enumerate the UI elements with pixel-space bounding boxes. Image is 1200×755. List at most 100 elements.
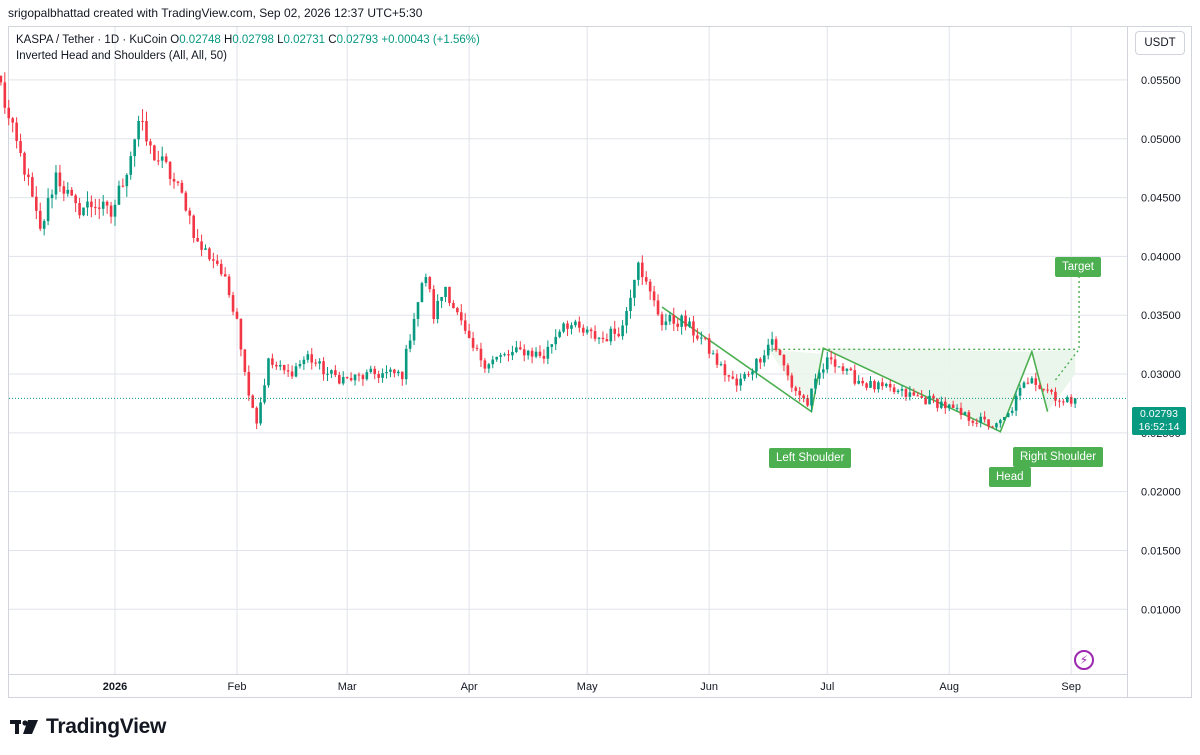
x-axis: 2026 Feb Mar Apr May Jun Jul Aug Sep xyxy=(103,681,1081,693)
last-price-tag: 0.02793 16:52:14 xyxy=(1132,407,1186,435)
candle-body xyxy=(735,378,739,386)
x-tick-label: Sep xyxy=(1061,681,1081,693)
candle-body xyxy=(633,279,636,298)
candle-body xyxy=(613,328,617,334)
candle-body xyxy=(731,376,735,379)
candle-body xyxy=(38,210,42,229)
candle-body xyxy=(251,395,255,408)
candle-body xyxy=(743,374,746,379)
candle-body xyxy=(881,382,884,387)
candle-body xyxy=(774,339,778,350)
candle-body xyxy=(558,331,561,337)
legend-symbol[interactable]: KASPA / Tether · 1D · KuCoin xyxy=(16,34,168,46)
candle-body xyxy=(629,297,632,311)
indicator-name[interactable]: Inverted Head and Shoulders (All, All, 5… xyxy=(16,50,227,62)
candle-body xyxy=(78,203,81,216)
candle-body xyxy=(404,348,408,380)
candle-body xyxy=(975,422,979,424)
candle-body xyxy=(290,371,294,377)
candle-body xyxy=(711,353,715,355)
candle-body xyxy=(983,416,986,420)
candle-body xyxy=(660,314,664,326)
candle-body xyxy=(349,378,353,381)
candle-body xyxy=(129,156,133,175)
x-tick-label: Aug xyxy=(939,681,959,693)
candle-body xyxy=(818,372,821,379)
legend-low-label: L xyxy=(277,34,284,46)
candle-body xyxy=(932,395,935,399)
x-tick-label: Mar xyxy=(338,681,357,693)
last-price-value: 0.02793 xyxy=(1140,408,1178,420)
candle-body xyxy=(341,377,345,384)
candle-body xyxy=(105,201,109,206)
candle-body xyxy=(444,286,447,297)
candle-body xyxy=(483,360,487,369)
candle-body xyxy=(334,370,337,376)
candle-body xyxy=(271,358,274,365)
candle-body xyxy=(456,308,459,313)
candle-body xyxy=(31,177,34,197)
candle-body xyxy=(999,420,1002,424)
candle-body xyxy=(463,320,467,331)
candle-body xyxy=(66,189,70,194)
candle-body xyxy=(833,359,837,367)
bar-countdown: 16:52:14 xyxy=(1138,421,1180,433)
candle-body xyxy=(330,370,333,374)
candle-body xyxy=(759,358,762,363)
chart-attribution: srigopalbhattad created with TradingView… xyxy=(8,6,423,20)
candle-body xyxy=(172,178,176,182)
candle-body xyxy=(475,347,479,349)
candle-body xyxy=(1069,397,1073,404)
candle-body xyxy=(987,419,990,427)
candle-body xyxy=(491,359,495,365)
candle-body xyxy=(74,195,77,204)
candle-body xyxy=(385,371,388,374)
legend-close-value: 0.02793 xyxy=(336,34,379,46)
candle-body xyxy=(121,185,125,187)
candle-body xyxy=(530,350,534,357)
flash-icon[interactable]: ⚡ xyxy=(1074,650,1094,670)
inverted-head-shoulders-pattern xyxy=(661,268,1100,433)
candle-body xyxy=(723,364,727,376)
candle-body xyxy=(318,361,321,364)
candle-body xyxy=(243,349,247,372)
candle-body xyxy=(845,368,849,371)
y-tick-label: 0.01500 xyxy=(1141,545,1181,557)
candle-body xyxy=(145,121,148,142)
left-shoulder-label: Left Shoulder xyxy=(769,448,852,468)
candle-body xyxy=(947,404,951,409)
candle-body xyxy=(825,357,829,370)
candle-body xyxy=(1058,400,1061,402)
candle-body xyxy=(184,192,188,211)
legend-high-label: H xyxy=(224,34,233,46)
candle-body xyxy=(357,374,361,376)
x-tick-label: Apr xyxy=(461,681,478,693)
candle-body xyxy=(625,310,628,326)
candle-body xyxy=(888,383,892,388)
currency-button[interactable]: USDT xyxy=(1135,31,1185,55)
target-label: Target xyxy=(1055,257,1101,277)
candle-body xyxy=(50,194,54,199)
candle-body xyxy=(640,262,644,278)
candle-body xyxy=(337,375,341,384)
candle-body xyxy=(873,381,876,390)
candle-body xyxy=(841,366,845,371)
candle-body xyxy=(436,300,439,320)
candle-body xyxy=(798,390,801,396)
candle-body xyxy=(680,315,683,327)
candle-body xyxy=(762,355,766,363)
candle-body xyxy=(593,331,597,339)
candle-body xyxy=(967,412,971,421)
candle-body xyxy=(794,387,798,391)
candle-body xyxy=(176,181,180,183)
candle-body xyxy=(196,237,199,242)
candle-body xyxy=(381,373,384,378)
candle-body xyxy=(137,121,140,140)
candle-body xyxy=(617,333,620,337)
candle-body xyxy=(219,263,223,275)
candle-body xyxy=(1030,378,1034,384)
candle-body xyxy=(747,374,750,376)
candle-body xyxy=(227,276,231,296)
candle-body xyxy=(467,330,471,338)
